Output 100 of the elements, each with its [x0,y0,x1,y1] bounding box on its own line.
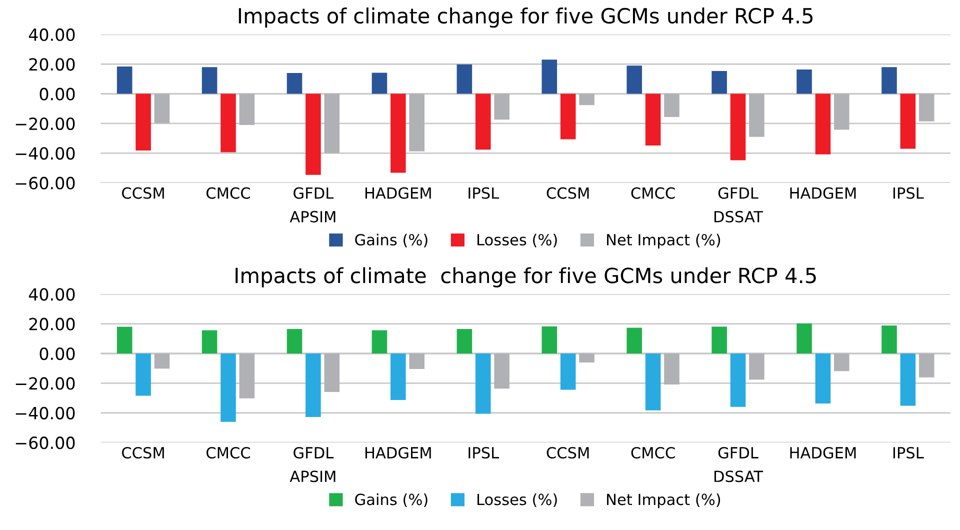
x-tick-label: HADGEM [790,446,856,459]
bar [475,354,491,414]
legend-label: Gains (%) [355,493,428,508]
bar [390,354,406,400]
x-tick-label: CMCC [206,446,250,459]
bar [918,354,934,378]
bar [664,94,680,117]
bar [202,67,218,94]
x-tick-label: HADGEM [790,187,856,199]
text: APSIM [290,470,336,482]
x-tick-label: GFDL [294,446,334,459]
bar [390,94,406,173]
bar [220,354,236,422]
bar [834,94,850,130]
x-tick-label: IPSL [468,446,499,459]
x-tick-label: GFDL [718,187,758,199]
bar [900,94,916,149]
bar [306,354,321,418]
y-tick-label: 40.00 [28,28,75,42]
bar [494,354,510,389]
bar [456,329,472,354]
chart-title: Impacts of climate change for five GCMs under RCP 4.5 [238,8,813,28]
bar [456,64,472,94]
bar [749,94,764,137]
bar [900,354,916,406]
bar [154,94,170,124]
x-tick-label: CMCC [631,446,675,459]
legend-label: Net Impact (%) [607,493,720,508]
bar [918,94,934,122]
bar [882,67,897,94]
x-tick-label: CCSM [546,446,589,459]
bar [796,69,812,94]
bar [542,60,558,94]
bar [560,354,576,390]
bar [712,70,727,94]
bar [645,354,661,410]
x-tick-label: CMCC [631,187,675,199]
bar [202,330,218,354]
bar [749,354,764,380]
legend-label: Net Impact (%) [607,234,720,248]
bar [730,354,746,407]
y-tick-label: 40.00 [28,288,75,301]
chart-title: Impacts of climate change for five GCMs under RCP 4.5 [236,267,816,288]
bar [626,328,642,354]
bar [882,325,897,354]
legend-label: Losses (%) [478,493,557,508]
bar [409,354,424,369]
text: DSSAT [714,470,764,482]
x-tick-label: CCSM [122,446,164,459]
bar [560,94,576,140]
bar [372,330,388,354]
y-tick-label: −40.00 [16,406,75,420]
y-tick-label: −60.00 [16,436,75,450]
y-tick-label: −60.00 [16,176,75,190]
x-tick-label: CCSM [122,187,164,199]
x-tick-label: GFDL [718,446,758,459]
bar [815,94,831,154]
bar [542,326,558,354]
bar [712,326,727,354]
bar [579,94,594,106]
bar [136,354,151,396]
x-tick-label: CMCC [206,187,250,199]
legend-label: Losses (%) [478,234,557,248]
bar [154,354,170,369]
x-tick-label: GFDL [294,187,334,199]
y-tick-label: 0.00 [40,88,75,100]
x-tick-label: CCSM [546,187,589,199]
y-tick-label: −20.00 [16,117,75,130]
bar [730,94,746,160]
bar [626,66,642,94]
bar [286,73,302,94]
bar [220,94,236,152]
bar [239,94,255,125]
bar [815,354,831,404]
x-tick-label: IPSL [893,187,924,199]
y-tick-label: 20.00 [29,58,75,71]
bar [136,94,151,150]
bar [372,72,388,94]
bar [494,94,510,120]
bar [324,354,340,392]
bar [834,354,850,372]
bar [475,94,491,150]
text: DSSAT [714,210,764,222]
y-tick-label: 20.00 [29,318,75,330]
legend-label: Gains (%) [355,234,428,248]
x-tick-label: HADGEM [365,187,431,199]
bar [116,66,132,94]
y-tick-label: −20.00 [16,377,75,390]
bar [306,94,321,175]
bar [286,329,302,354]
bar [645,94,661,146]
text: APSIM [290,210,336,222]
x-tick-label: HADGEM [365,446,431,459]
y-tick-label: −40.00 [16,147,75,160]
bar [239,354,255,398]
bar [664,354,680,385]
bar [324,94,340,154]
bar [796,324,812,354]
y-tick-label: 0.00 [40,347,75,360]
bar [409,94,424,152]
